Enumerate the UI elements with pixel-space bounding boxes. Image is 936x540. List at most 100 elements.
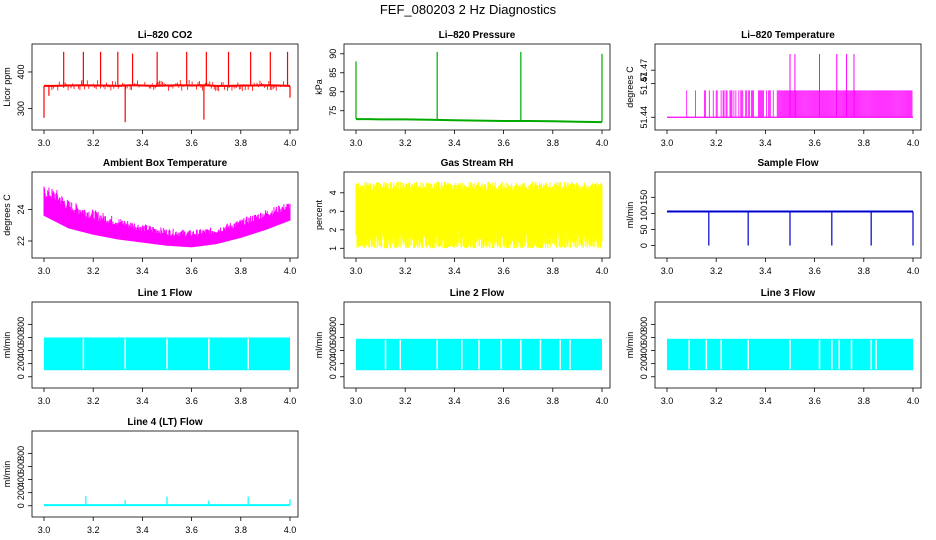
x-tick-label: 3.8 xyxy=(235,138,248,148)
x-tick-label: 3.2 xyxy=(87,396,100,406)
x-tick-label: 3.0 xyxy=(661,138,674,148)
y-axis-label: kPa xyxy=(314,79,324,95)
plot-frame xyxy=(343,301,611,389)
panel-line1: Line 1 Flow 3.0 3.2 3.4 3.6 3.8 4.0 0 2004006008… xyxy=(2,288,299,406)
plot-frame xyxy=(31,43,299,131)
panel-line3: Line 3 Flow 3.0 3.2 3.4 3.6 3.8 4.0 0 2004006008… xyxy=(625,288,922,406)
x-tick-label: 3.8 xyxy=(858,266,871,276)
plot-frame xyxy=(654,301,922,389)
page-title: FEF_080203 2 Hz Diagnostics xyxy=(379,2,557,17)
panel-title: Line 2 Flow xyxy=(450,288,505,299)
x-tick-label: 3.8 xyxy=(235,266,248,276)
panel-title: Li–820 Temperature xyxy=(741,30,835,41)
x-tick-label: 3.0 xyxy=(661,396,674,406)
plot-area xyxy=(355,51,603,124)
panel-title: Line 1 Flow xyxy=(138,288,193,299)
y-tick-label: 51.44 xyxy=(639,106,649,129)
y-tick-label: 600 xyxy=(328,330,338,345)
plot-frame xyxy=(31,301,299,389)
x-tick-label: 3.6 xyxy=(808,138,821,148)
x-tick-label: 3.2 xyxy=(399,396,412,406)
x-tick-label: 3.8 xyxy=(235,396,248,406)
x-tick-label: 3.4 xyxy=(136,138,149,148)
y-tick-label: 90 xyxy=(328,49,338,59)
x-tick-label: 3.0 xyxy=(38,396,51,406)
y-tick-label: 400 xyxy=(16,343,26,358)
y-tick-label: 0 xyxy=(639,243,649,248)
panel-title: Li–820 CO2 xyxy=(138,30,193,41)
x-tick-label: 3.6 xyxy=(497,266,510,276)
plot-frame xyxy=(654,43,922,131)
x-tick-label: 3.4 xyxy=(759,396,772,406)
y-tick-label: 51.47 xyxy=(639,72,649,95)
x-tick-label: 4.0 xyxy=(284,266,297,276)
plot-area xyxy=(44,337,290,371)
plot-area xyxy=(43,51,291,123)
plot-area xyxy=(43,186,291,248)
x-tick-label: 4.0 xyxy=(907,138,920,148)
x-tick-label: 3.6 xyxy=(497,138,510,148)
y-tick-label: 0 xyxy=(16,503,26,508)
x-tick-label: 3.8 xyxy=(858,138,871,148)
x-tick-label: 3.4 xyxy=(136,525,149,535)
y-axis-label: ml/min xyxy=(314,332,324,359)
y-axis-label: degrees C xyxy=(625,66,635,108)
panel-pressure: Li–820 Pressure 3.0 3.2 3.4 3.6 3.8 4.0 75 80 85 9… xyxy=(314,30,611,148)
y-tick-label: 200 xyxy=(16,356,26,371)
y-tick-label: 150 xyxy=(639,190,649,205)
x-tick-label: 3.6 xyxy=(808,396,821,406)
y-tick-label: 600 xyxy=(16,330,26,345)
x-tick-label: 3.4 xyxy=(448,266,461,276)
y-tick-label: 600 xyxy=(16,459,26,474)
y-tick-label: 800 xyxy=(16,446,26,461)
x-tick-label: 3.4 xyxy=(136,396,149,406)
y-axis-label: Licor ppm xyxy=(2,67,12,107)
plot-frame xyxy=(31,171,299,259)
x-tick-label: 3.0 xyxy=(38,138,51,148)
plot-frame xyxy=(343,43,611,131)
x-tick-label: 3.4 xyxy=(448,138,461,148)
plot-area xyxy=(44,495,291,507)
y-tick-label: 600 xyxy=(639,330,649,345)
x-tick-label: 3.0 xyxy=(661,266,674,276)
y-tick-label: 75 xyxy=(328,106,338,116)
y-tick-label: 50 xyxy=(639,224,649,234)
y-tick-label: 800 xyxy=(639,317,649,332)
x-tick-label: 3.2 xyxy=(399,266,412,276)
y-tick-label: 300 xyxy=(16,101,26,116)
y-axis-label: ml/min xyxy=(625,202,635,229)
x-tick-label: 3.6 xyxy=(185,138,198,148)
plot-area xyxy=(355,181,603,249)
panel-title: Gas Stream RH xyxy=(441,158,514,169)
y-tick-label: 2 xyxy=(328,227,338,232)
x-tick-label: 3.6 xyxy=(497,396,510,406)
panel-line2: Line 2 Flow 3.0 3.2 3.4 3.6 3.8 4.0 0 2004006008… xyxy=(314,288,611,406)
x-tick-label: 3.0 xyxy=(38,525,51,535)
y-tick-label: 0 xyxy=(328,374,338,379)
x-tick-label: 3.6 xyxy=(185,266,198,276)
y-tick-label: 200 xyxy=(16,485,26,500)
plot-frame xyxy=(343,171,611,259)
y-tick-label: 400 xyxy=(328,343,338,358)
plot-area xyxy=(667,210,914,246)
x-tick-label: 4.0 xyxy=(907,396,920,406)
x-tick-label: 3.2 xyxy=(710,266,723,276)
y-tick-label: 22 xyxy=(16,236,26,246)
y-tick-label: 200 xyxy=(639,356,649,371)
x-tick-label: 3.8 xyxy=(547,266,560,276)
panel-co2: Li–820 CO2 3.0 3.2 3.4 3.6 3.8 4.0 300 400 Licor … xyxy=(2,30,299,148)
panel-title: Line 3 Flow xyxy=(761,288,816,299)
y-tick-label: 100 xyxy=(639,206,649,221)
panel-line4: Line 4 (LT) Flow 3.0 3.2 3.4 3.6 3.8 4.0 0 20040… xyxy=(2,417,299,535)
panel-temp820: Li–820 Temperature 3.0 3.2 3.4 3.6 3.8 4.0 51.4… xyxy=(625,30,922,148)
x-tick-label: 3.4 xyxy=(136,266,149,276)
x-tick-label: 3.8 xyxy=(547,138,560,148)
panel-title: Line 4 (LT) Flow xyxy=(127,417,203,428)
y-tick-label: 0 xyxy=(639,374,649,379)
y-tick-label: 3 xyxy=(328,209,338,214)
plot-area xyxy=(667,338,913,371)
y-axis-label: ml/min xyxy=(2,332,12,359)
x-tick-label: 3.6 xyxy=(808,266,821,276)
x-tick-label: 4.0 xyxy=(284,525,297,535)
